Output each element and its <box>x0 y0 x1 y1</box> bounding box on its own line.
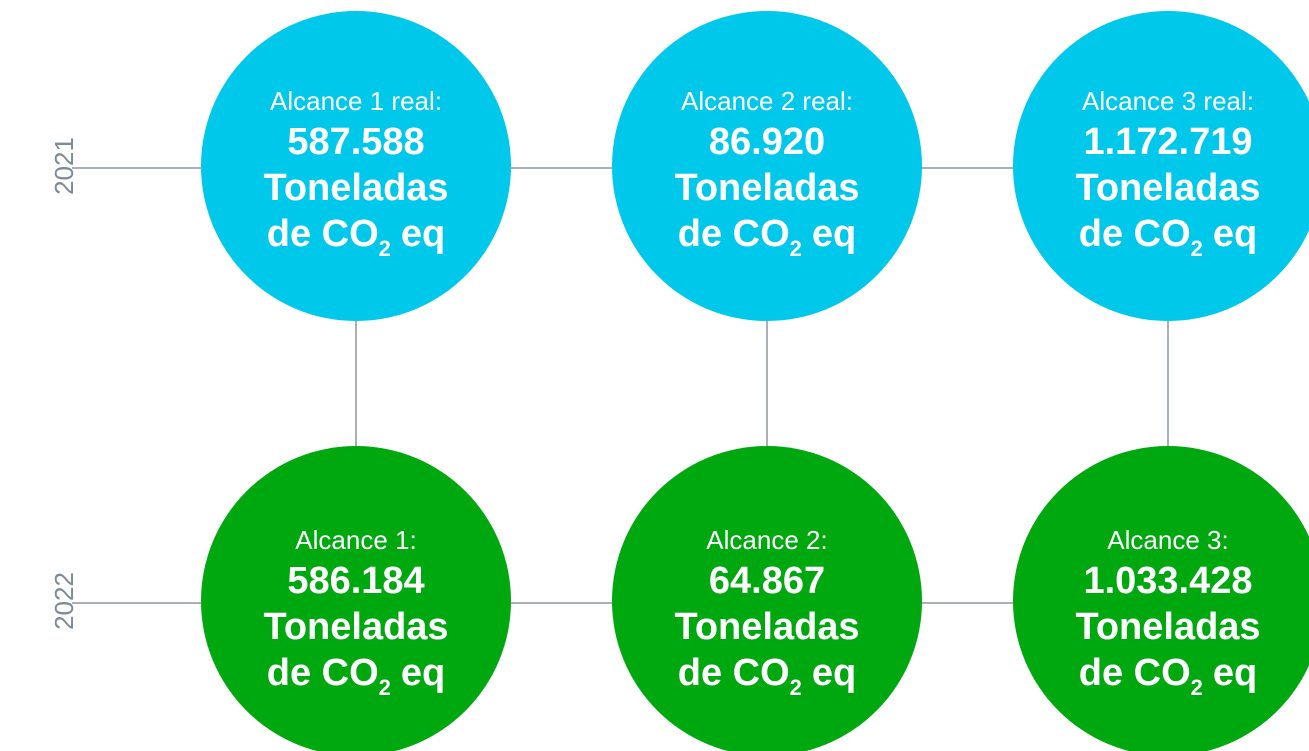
unit: Toneladas <box>1075 606 1260 648</box>
scope-label: Alcance 3 real: <box>1082 86 1254 116</box>
year-label: 2022 <box>49 572 79 630</box>
circle <box>201 11 511 321</box>
unit: Toneladas <box>263 167 448 209</box>
gas-unit: de CO2 eq <box>678 213 857 261</box>
subscript: 2 <box>790 236 802 261</box>
subscript: 2 <box>379 675 391 700</box>
gas: de CO <box>1079 652 1191 694</box>
scope-label: Alcance 2: <box>706 525 827 555</box>
unit: Toneladas <box>674 606 859 648</box>
gas: de CO <box>678 213 790 255</box>
eq: eq <box>812 213 856 255</box>
eq: eq <box>812 652 856 694</box>
scope-value: 587.588 <box>287 121 424 163</box>
gas: de CO <box>678 652 790 694</box>
scope-label: Alcance 3: <box>1107 525 1228 555</box>
scope-value: 86.920 <box>709 121 825 163</box>
gas-unit: de CO2 eq <box>267 652 446 700</box>
year-label: 2021 <box>49 137 79 195</box>
circle <box>201 446 511 751</box>
gas: de CO <box>267 652 379 694</box>
eq: eq <box>1213 213 1257 255</box>
eq: eq <box>401 652 445 694</box>
circle <box>1013 11 1309 321</box>
eq: eq <box>1213 652 1257 694</box>
gas: de CO <box>1079 213 1191 255</box>
unit: Toneladas <box>1075 167 1260 209</box>
scope-value: 1.172.719 <box>1083 121 1252 163</box>
subscript: 2 <box>379 236 391 261</box>
scope-label: Alcance 1: <box>295 525 416 555</box>
scope-value: 64.867 <box>709 560 825 602</box>
gas-unit: de CO2 eq <box>1079 652 1258 700</box>
unit: Toneladas <box>674 167 859 209</box>
gas: de CO <box>267 213 379 255</box>
subscript: 2 <box>790 675 802 700</box>
unit: Toneladas <box>263 606 448 648</box>
circle <box>1013 446 1309 751</box>
gas-unit: de CO2 eq <box>1079 213 1258 261</box>
gas-unit: de CO2 eq <box>678 652 857 700</box>
scope-value: 586.184 <box>287 560 424 602</box>
circle <box>612 446 922 751</box>
gas-unit: de CO2 eq <box>267 213 446 261</box>
eq: eq <box>401 213 445 255</box>
scope-value: 1.033.428 <box>1083 560 1252 602</box>
scope-label: Alcance 2 real: <box>681 86 853 116</box>
circle <box>612 11 922 321</box>
subscript: 2 <box>1191 675 1203 700</box>
scope-label: Alcance 1 real: <box>270 86 442 116</box>
subscript: 2 <box>1191 236 1203 261</box>
